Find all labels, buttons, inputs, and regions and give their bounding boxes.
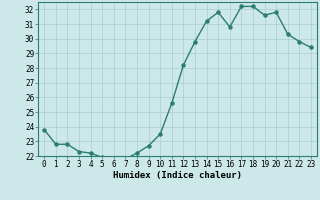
X-axis label: Humidex (Indice chaleur): Humidex (Indice chaleur) [113,171,242,180]
